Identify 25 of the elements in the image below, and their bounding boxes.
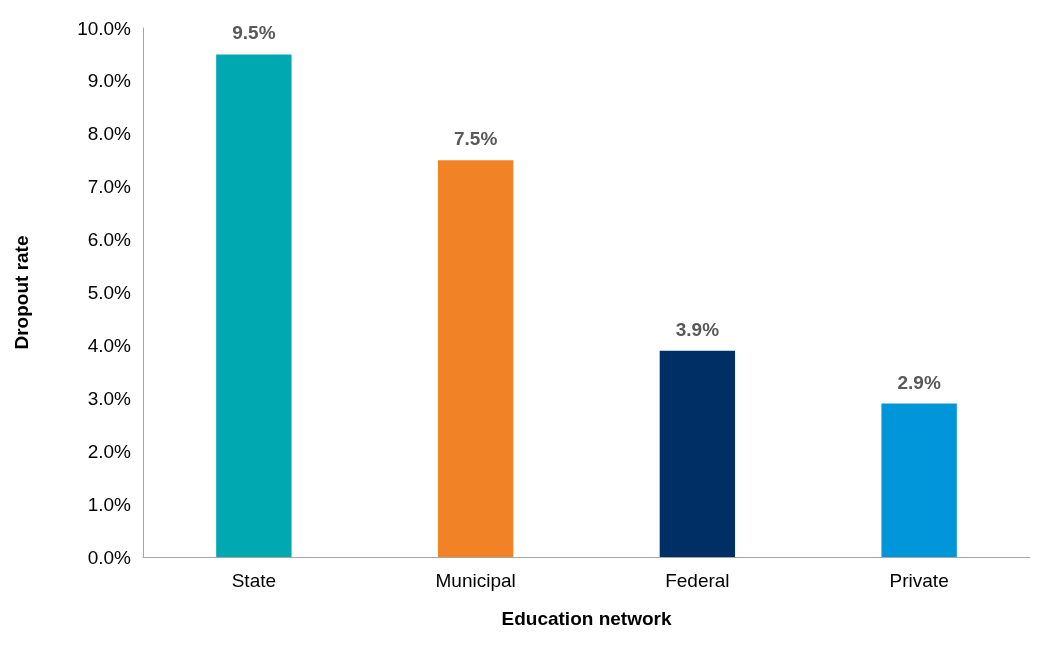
bar bbox=[437, 160, 514, 557]
data-label: 9.5% bbox=[232, 22, 276, 44]
x-axis-title: Education network bbox=[501, 608, 672, 629]
data-label: 2.9% bbox=[897, 371, 941, 393]
y-tick-label: 7.0% bbox=[87, 176, 132, 198]
y-tick-label: 5.0% bbox=[87, 282, 132, 303]
bar bbox=[881, 403, 957, 557]
data-label: 3.9% bbox=[675, 318, 720, 340]
y-tick-label: 4.0% bbox=[87, 334, 132, 356]
y-tick-label: 6.0% bbox=[87, 229, 132, 251]
x-tick-label: Private bbox=[889, 570, 949, 591]
y-axis-title: Dropout rate bbox=[11, 235, 32, 350]
y-tick-label: 10.0% bbox=[77, 17, 132, 39]
x-tick-label: Municipal bbox=[435, 570, 516, 591]
y-tick-label: 8.0% bbox=[87, 123, 132, 145]
y-tick-label: 1.0% bbox=[87, 493, 132, 515]
x-tick-label: Federal bbox=[665, 570, 730, 591]
y-tick-label: 2.0% bbox=[87, 440, 132, 462]
bar bbox=[216, 54, 292, 557]
y-tick-label: 9.0% bbox=[87, 70, 132, 92]
data-label: 7.5% bbox=[453, 128, 498, 150]
x-tick-label: State bbox=[231, 570, 277, 591]
y-tick-label: 0.0% bbox=[87, 546, 132, 568]
y-tick-label: 3.0% bbox=[87, 387, 132, 409]
bar bbox=[659, 350, 736, 557]
